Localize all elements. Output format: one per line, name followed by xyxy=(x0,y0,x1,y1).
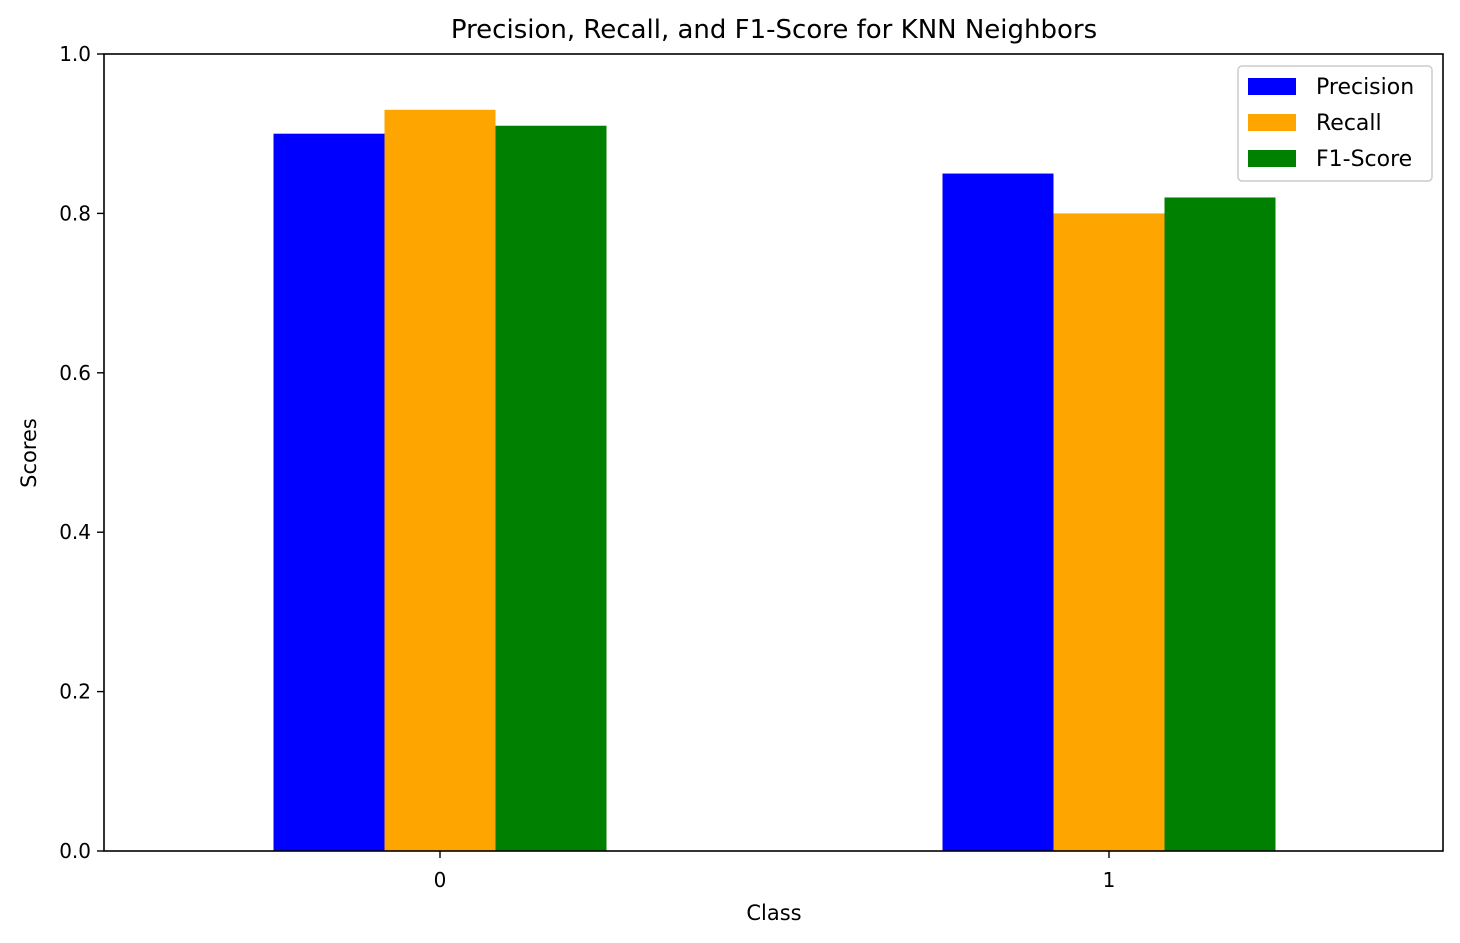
legend-swatch-recall xyxy=(1248,114,1296,131)
chart-title: Precision, Recall, and F1-Score for KNN … xyxy=(451,15,1097,45)
legend-swatch-precision xyxy=(1248,78,1296,95)
y-tick-label: 0.0 xyxy=(59,839,91,863)
plot-frame xyxy=(103,53,1444,852)
legend-swatch-f1-score xyxy=(1248,150,1296,167)
x-axis-label: Class xyxy=(746,901,801,925)
legend: Precision Recall F1-Score xyxy=(1237,65,1433,182)
y-tick-label: 1.0 xyxy=(59,42,91,66)
legend-label-f1-score: F1-Score xyxy=(1316,147,1412,172)
bar-recall-class-0 xyxy=(384,109,496,852)
x-tick-label: 1 xyxy=(1103,868,1116,892)
bars-layer xyxy=(273,109,1276,852)
y-tick-label: 0.8 xyxy=(59,201,91,225)
y-tick-label: 0.6 xyxy=(59,361,91,385)
bar-f1-score-class-0 xyxy=(495,125,607,852)
legend-items: Precision Recall F1-Score xyxy=(1248,75,1414,172)
bar-precision-class-1 xyxy=(942,173,1054,852)
bar-recall-class-1 xyxy=(1053,213,1165,851)
bar-precision-class-0 xyxy=(273,133,385,851)
y-axis-ticks: 0.0 0.2 0.4 0.6 0.8 1.0 xyxy=(59,42,104,863)
legend-label-recall: Recall xyxy=(1316,111,1382,136)
y-axis-label: Scores xyxy=(17,418,41,488)
x-tick-label: 0 xyxy=(434,868,447,892)
y-tick-label: 0.4 xyxy=(59,520,91,544)
bar-f1-score-class-1 xyxy=(1164,197,1276,851)
y-tick-label: 0.2 xyxy=(59,680,91,704)
legend-label-precision: Precision xyxy=(1316,75,1414,100)
